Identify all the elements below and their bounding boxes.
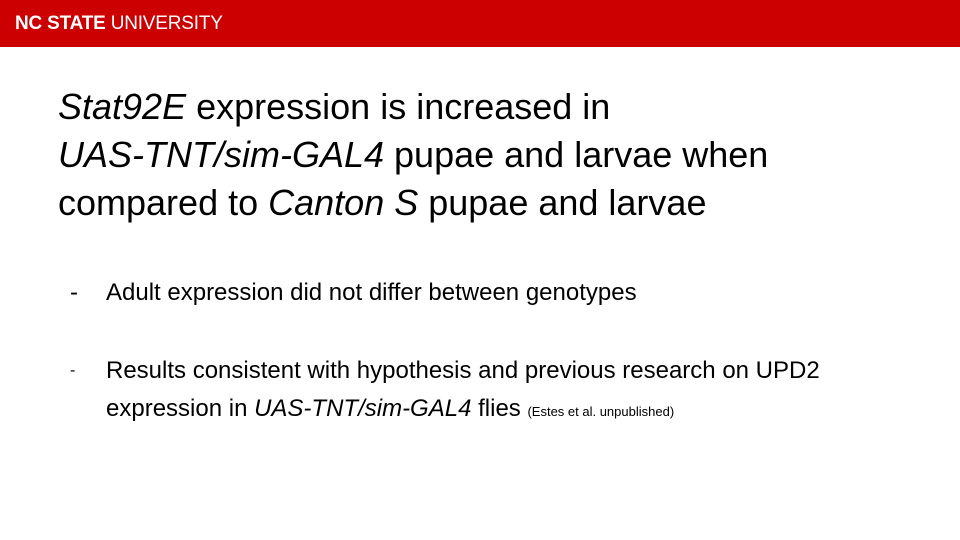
bullet-text-end: flies (471, 395, 528, 422)
title-line2-text: pupae and larvae when (384, 134, 769, 175)
bullet-item-results-consistent: - Results consistent with hypothesis and… (58, 352, 918, 428)
citation: (Estes et al. unpublished) (527, 404, 675, 419)
title-line3-start: compared to (58, 182, 269, 223)
logo-bold-text: NC STATE (15, 13, 106, 34)
bullet-dash: - (70, 362, 76, 379)
bullet-list: - Adult expression did not differ betwee… (58, 274, 918, 428)
bullet-text: Adult expression did not differ between … (106, 279, 637, 306)
bullet-genotype: UAS-TNT/sim-GAL4 (254, 395, 472, 422)
logo-regular-text: UNIVERSITY (110, 13, 223, 34)
header-bar: NC STATE UNIVERSITY (0, 0, 960, 47)
title-genotype: UAS-TNT/sim-GAL4 (58, 134, 385, 175)
bullet-item-adult-expression: - Adult expression did not differ betwee… (58, 274, 918, 312)
title-line1-text: expression is increased in (186, 86, 611, 127)
title-control-strain: Canton S (268, 182, 419, 223)
nc-state-university-logo: NC STATE UNIVERSITY (15, 13, 223, 34)
slide-title: Stat92E expression is increased in UAS-TN… (58, 83, 918, 227)
bullet-dash: - (70, 279, 78, 306)
bullet-text-start: Results consistent with hypothesis and p… (106, 357, 820, 422)
title-line3-end: pupae and larvae (418, 182, 707, 223)
title-gene-name: Stat92E (58, 86, 187, 127)
